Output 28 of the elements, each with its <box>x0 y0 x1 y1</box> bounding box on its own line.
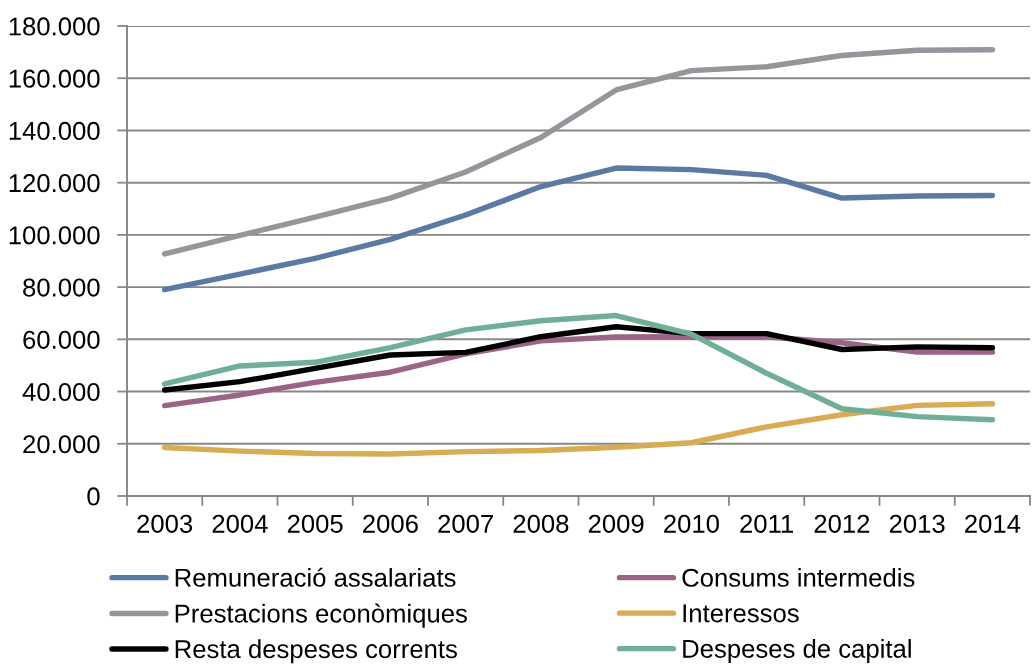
y-tick-label: 140.000 <box>9 121 100 141</box>
legend-label: Interessos <box>683 604 799 623</box>
x-tick-label: 2005 <box>287 514 343 533</box>
y-tick-label: 160.000 <box>9 69 100 88</box>
y-tick-label: 80.000 <box>23 278 100 297</box>
x-tick-label: 2009 <box>588 514 644 533</box>
x-tick-label: 2011 <box>740 514 794 533</box>
y-tick-label: 120.000 <box>9 174 100 193</box>
y-tick-label: 0 <box>87 487 100 506</box>
x-tick-label: 2003 <box>137 514 193 533</box>
legend-label: Prestacions econòmiques <box>175 603 467 628</box>
x-tick-label: 2010 <box>664 514 719 533</box>
x-tick-label: 2006 <box>363 514 418 533</box>
legend-label: Remuneració assalariats <box>175 567 456 587</box>
x-tick-label: 2007 <box>438 514 493 533</box>
y-tick-label: 40.000 <box>22 382 100 402</box>
x-tick-label: 2004 <box>212 514 268 533</box>
y-tick-label: 180.000 <box>9 17 100 36</box>
y-tick-label: 60.000 <box>23 330 100 349</box>
x-tick-label: 2012 <box>814 514 870 533</box>
legend-label: Resta despeses corrents <box>175 639 457 664</box>
x-tick-label: 2014 <box>965 514 1021 533</box>
x-tick-label: 2013 <box>889 514 945 533</box>
y-tick-label: 100.000 <box>9 226 100 245</box>
legend-label: Despeses de capital <box>683 639 911 663</box>
legend-label: Consums intermedis <box>682 568 915 587</box>
y-tick-label: 20.000 <box>23 435 100 454</box>
x-tick-label: 2008 <box>513 514 569 533</box>
